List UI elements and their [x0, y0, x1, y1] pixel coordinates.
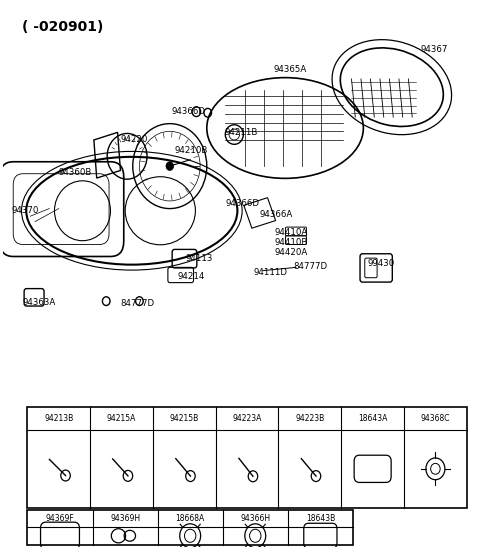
Text: 99430: 99430 [367, 258, 395, 267]
Text: 18668A: 18668A [176, 514, 205, 523]
Text: 94370: 94370 [12, 206, 39, 215]
Bar [27, 407, 467, 508]
Text: 18643A: 18643A [358, 414, 387, 423]
Text: 84777D: 84777D [120, 299, 155, 308]
Text: 94215A: 94215A [107, 414, 136, 423]
Text: 94365A: 94365A [273, 65, 306, 74]
Text: 94366D: 94366D [226, 199, 260, 208]
Circle shape [166, 162, 174, 170]
Text: 94113: 94113 [185, 254, 213, 263]
Text: 94360B: 94360B [59, 168, 92, 177]
Text: 94366D: 94366D [171, 107, 205, 116]
Text: 94369F: 94369F [46, 514, 74, 523]
Text: 94369H: 94369H [110, 514, 140, 523]
Text: 94410A: 94410A [274, 228, 307, 237]
Text: 94220: 94220 [120, 135, 148, 145]
Text: 94210B: 94210B [175, 146, 208, 155]
Text: 94111D: 94111D [253, 268, 288, 277]
Text: 18643B: 18643B [306, 514, 335, 523]
Text: 94213B: 94213B [44, 414, 73, 423]
Text: 94223A: 94223A [232, 414, 262, 423]
Text: 94366A: 94366A [260, 210, 293, 218]
Text: 94367: 94367 [420, 45, 448, 53]
Text: 94420A: 94420A [274, 248, 307, 257]
Text: 94368C: 94368C [420, 414, 450, 423]
Text: 94410B: 94410B [274, 238, 308, 247]
Text: 94366H: 94366H [240, 514, 270, 523]
Text: 84777D: 84777D [293, 262, 327, 271]
Text: 94363A: 94363A [23, 298, 56, 307]
Bar [27, 510, 353, 545]
Text: 94215B: 94215B [170, 414, 199, 423]
Text: 94214: 94214 [178, 272, 205, 280]
Text: 94211B: 94211B [225, 128, 258, 137]
Text: 94223B: 94223B [295, 414, 324, 423]
Text: ( -020901): ( -020901) [22, 20, 103, 34]
